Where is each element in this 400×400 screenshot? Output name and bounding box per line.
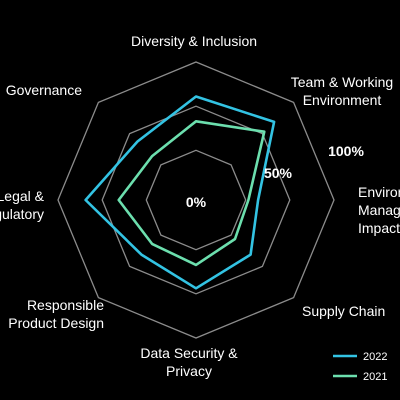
legend: 2022 2021 [333, 351, 387, 383]
legend-label-2022: 2022 [363, 351, 387, 363]
radar-series [84, 95, 276, 290]
ring-label-100pct: 100% [328, 143, 364, 159]
axis-label-5: Data Security & Privacy [140, 345, 238, 379]
axis-label-6: Responsible Product Design [8, 297, 104, 331]
axis-label-4: Supply Chain [302, 303, 385, 319]
ring-label-50pct: 50% [264, 165, 293, 181]
grid-ring-3 [57, 61, 335, 339]
ring-labels: 0% 50% 100% [186, 143, 365, 210]
axis-label-1: Diversity & Inclusion [131, 33, 257, 49]
axis-label-2: Team & Working Environment [291, 74, 393, 108]
legend-label-2021: 2021 [363, 371, 387, 383]
axis-label-3: EnvironmentalManagement &Impact [358, 184, 400, 236]
ring-label-0pct: 0% [186, 194, 207, 210]
axis-label-8: Governance [6, 82, 82, 98]
grid-ring-1 [145, 149, 247, 251]
axis-labels: Diversity & Inclusion Team & Working Envir… [0, 33, 400, 379]
series-2021-polygon [117, 120, 266, 267]
series-2022-polygon [84, 95, 276, 290]
radar-grid [57, 61, 335, 339]
grid-ring-2 [101, 105, 291, 295]
axis-label-7: Legal &Regulatory [0, 188, 45, 222]
